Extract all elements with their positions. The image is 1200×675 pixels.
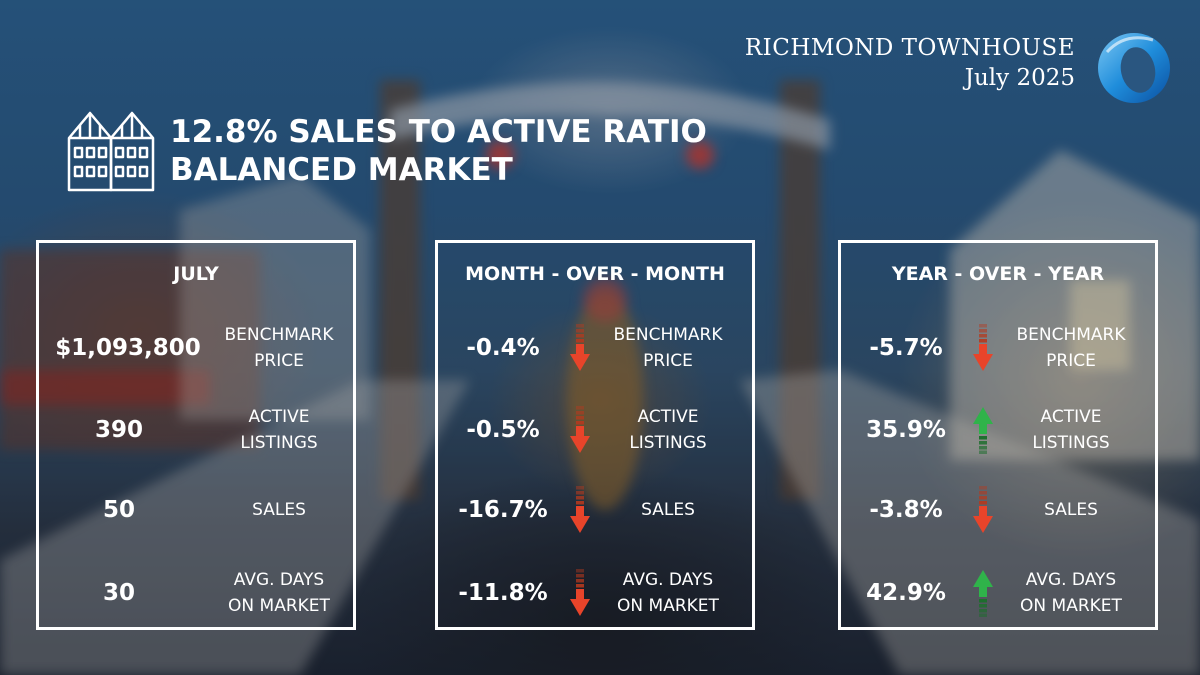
stat-value: -11.8% — [458, 580, 548, 606]
stat-label-line: SALES — [252, 500, 306, 520]
stat-label: BENCHMARK PRICE — [593, 322, 743, 374]
panel-month-over-month: MONTH - OVER - MONTH -0.4% BENCHMARK PRICE -… — [435, 240, 755, 630]
stat-row: 50 SALES — [39, 480, 353, 540]
arrow-up-icon — [973, 407, 993, 454]
stat-label-line: ACTIVE — [637, 407, 699, 427]
stat-row: -0.5% ACTIVE LISTINGS — [438, 400, 752, 460]
stat-label-line: LISTINGS — [629, 433, 707, 453]
arrow-down-icon — [570, 406, 590, 453]
stat-row: 390 ACTIVE LISTINGS — [39, 400, 353, 460]
panel-july: JULY $1,093,800 BENCHMARK PRICE 390 ACTIVE LIS… — [36, 240, 356, 630]
brand-title: RICHMOND TOWNHOUSE — [744, 35, 1075, 61]
stat-label-line: LISTINGS — [240, 433, 318, 453]
stat-label-line: PRICE — [1046, 351, 1096, 371]
panel-title: MONTH - OVER - MONTH — [465, 263, 725, 285]
stat-label-line: ACTIVE — [248, 407, 310, 427]
stat-value: -3.8% — [869, 497, 943, 523]
stat-value: $1,093,800 — [55, 335, 201, 361]
stat-label: ACTIVE LISTINGS — [996, 404, 1146, 456]
stat-label: SALES — [996, 497, 1146, 523]
stat-label-line: SALES — [1044, 500, 1098, 520]
stat-row: -16.7% SALES — [438, 480, 752, 540]
stat-value: -0.5% — [466, 417, 540, 443]
stat-value: 30 — [102, 580, 135, 606]
report-date: July 2025 — [964, 64, 1075, 91]
stat-label: SALES — [214, 497, 344, 523]
stat-label: ACTIVE LISTINGS — [593, 404, 743, 456]
panel-title: YEAR - OVER - YEAR — [891, 263, 1105, 285]
arrow-down-icon — [570, 324, 590, 371]
stat-row: -3.8% SALES — [841, 480, 1155, 540]
stat-label: AVG. DAYS ON MARKET — [593, 567, 743, 619]
stat-label-line: AVG. DAYS — [233, 570, 325, 590]
ring-logo-icon — [1098, 33, 1170, 103]
stat-row: 42.9% AVG. DAYS ON MARKET — [841, 563, 1155, 623]
panel-title: JULY — [173, 263, 219, 285]
stat-label-line: AVG. DAYS — [1025, 570, 1117, 590]
stat-label-line: ON MARKET — [617, 596, 719, 616]
stat-value: -16.7% — [458, 497, 548, 523]
stat-label-line: BENCHMARK — [224, 325, 334, 345]
arrow-down-icon — [570, 569, 590, 616]
stat-row: 30 AVG. DAYS ON MARKET — [39, 563, 353, 623]
stat-value: 390 — [94, 417, 143, 443]
stat-row: -5.7% BENCHMARK PRICE — [841, 318, 1155, 378]
stat-label-line: ON MARKET — [228, 596, 330, 616]
stat-label-line: SALES — [641, 500, 695, 520]
arrow-down-icon — [570, 486, 590, 533]
stat-label: BENCHMARK PRICE — [996, 322, 1146, 374]
stat-label: ACTIVE LISTINGS — [214, 404, 344, 456]
stat-value: 50 — [102, 497, 135, 523]
stat-label-line: BENCHMARK — [1016, 325, 1126, 345]
stat-label-line: ACTIVE — [1040, 407, 1102, 427]
stat-label-line: BENCHMARK — [613, 325, 723, 345]
stat-label-line: AVG. DAYS — [622, 570, 714, 590]
townhouse-icon — [67, 111, 155, 192]
stat-label-line: PRICE — [254, 351, 304, 371]
stat-label-line: PRICE — [643, 351, 693, 371]
stat-row: 35.9% ACTIVE LISTINGS — [841, 400, 1155, 460]
panel-year-over-year: YEAR - OVER - YEAR -5.7% BENCHMARK PRICE 35.… — [838, 240, 1158, 630]
stat-label-line: LISTINGS — [1032, 433, 1110, 453]
stat-label: AVG. DAYS ON MARKET — [214, 567, 344, 619]
stat-value: -5.7% — [869, 335, 943, 361]
stat-label: BENCHMARK PRICE — [214, 322, 344, 374]
stat-value: 42.9% — [866, 580, 946, 606]
arrow-down-icon — [973, 324, 993, 371]
headline: 12.8% SALES TO ACTIVE RATIO BALANCED MAR… — [66, 110, 707, 192]
stat-label: SALES — [593, 497, 743, 523]
stat-label-line: ON MARKET — [1020, 596, 1122, 616]
stat-row: $1,093,800 BENCHMARK PRICE — [39, 318, 353, 378]
headline-market: BALANCED MARKET — [170, 152, 513, 188]
stat-label: AVG. DAYS ON MARKET — [996, 567, 1146, 619]
brand-block: RICHMOND TOWNHOUSE July 2025 — [745, 34, 1075, 94]
stat-value: -0.4% — [466, 335, 540, 361]
stat-row: -11.8% AVG. DAYS ON MARKET — [438, 563, 752, 623]
arrow-down-icon — [973, 486, 993, 533]
stat-value: 35.9% — [866, 417, 946, 443]
stat-row: -0.4% BENCHMARK PRICE — [438, 318, 752, 378]
arrow-up-icon — [973, 570, 993, 617]
headline-ratio: 12.8% SALES TO ACTIVE RATIO — [170, 114, 707, 150]
